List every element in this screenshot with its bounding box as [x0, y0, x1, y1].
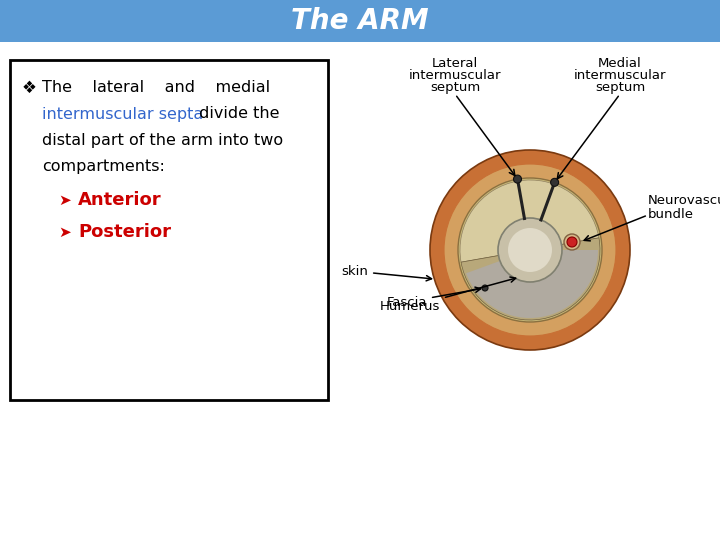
Text: ➤: ➤	[58, 192, 71, 207]
Text: Neurovascular: Neurovascular	[648, 194, 720, 207]
Circle shape	[458, 178, 602, 322]
Text: skin: skin	[341, 265, 431, 281]
Text: septum: septum	[430, 81, 480, 94]
Text: intermuscular septa: intermuscular septa	[42, 106, 203, 122]
Circle shape	[551, 178, 559, 186]
Text: bundle: bundle	[648, 208, 694, 221]
Text: The ARM: The ARM	[291, 7, 429, 35]
Text: Lateral: Lateral	[432, 57, 478, 70]
Circle shape	[498, 218, 562, 282]
Wedge shape	[466, 250, 598, 318]
Text: septum: septum	[595, 81, 645, 94]
Text: compartments:: compartments:	[42, 159, 165, 173]
Bar	[0, 0, 720, 42]
Text: ❖: ❖	[22, 79, 37, 97]
Text: Posterior: Posterior	[78, 223, 171, 241]
Wedge shape	[461, 238, 600, 320]
Text: ➤: ➤	[58, 225, 71, 240]
Text: The    lateral    and    medial: The lateral and medial	[42, 80, 270, 96]
Text: Humerus: Humerus	[379, 277, 516, 314]
Circle shape	[513, 175, 521, 183]
Text: Medial: Medial	[598, 57, 642, 70]
Text: intermuscular: intermuscular	[574, 69, 666, 82]
Text: divide the: divide the	[194, 106, 279, 122]
Circle shape	[430, 150, 630, 350]
Text: Anterior: Anterior	[78, 191, 161, 209]
Wedge shape	[460, 180, 599, 262]
Text: Fascia: Fascia	[387, 287, 480, 308]
Text: intermuscular: intermuscular	[409, 69, 501, 82]
Bar	[10, 60, 328, 400]
Text: distal part of the arm into two: distal part of the arm into two	[42, 132, 283, 147]
Circle shape	[482, 285, 488, 291]
Circle shape	[567, 237, 577, 247]
Circle shape	[564, 234, 580, 250]
Circle shape	[444, 164, 616, 336]
Circle shape	[508, 228, 552, 272]
